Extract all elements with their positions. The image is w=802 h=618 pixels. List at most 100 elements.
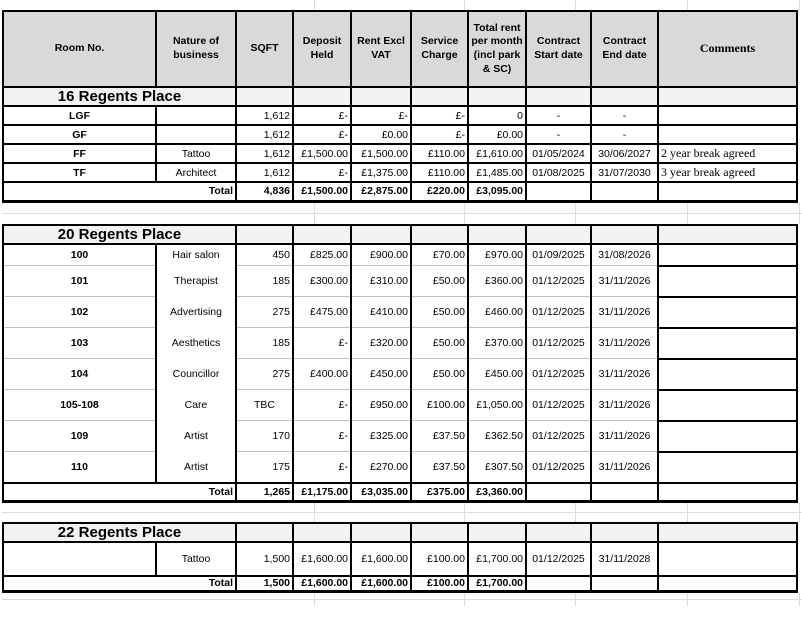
section-title-empty-cell[interactable] xyxy=(292,522,352,543)
section-title-empty-cell[interactable] xyxy=(410,223,469,245)
cell-deposit[interactable]: £- xyxy=(292,162,352,183)
section-title-empty-cell[interactable] xyxy=(590,86,659,107)
cell-deposit[interactable]: £- xyxy=(292,327,352,359)
cell-end[interactable]: - xyxy=(590,124,659,145)
cell-start[interactable]: - xyxy=(525,105,592,126)
total-rent[interactable]: £1,600.00 xyxy=(350,575,412,593)
cell-total[interactable]: £307.50 xyxy=(467,451,527,483)
cell-rent[interactable]: £325.00 xyxy=(350,420,412,452)
cell-sqft[interactable]: 1,612 xyxy=(235,162,294,183)
cell-sqft[interactable]: 1,500 xyxy=(235,541,294,577)
section-title-empty-cell[interactable] xyxy=(657,223,798,245)
cell-total[interactable]: £362.50 xyxy=(467,420,527,452)
cell-deposit[interactable]: £1,600.00 xyxy=(292,541,352,577)
column-header-end[interactable]: Contract End date xyxy=(590,10,659,88)
section-title[interactable]: 16 Regents Place xyxy=(2,86,237,107)
cell-deposit[interactable]: £825.00 xyxy=(292,243,352,266)
cell-room[interactable]: 104 xyxy=(2,358,157,390)
cell-business[interactable]: Care xyxy=(155,389,237,421)
cell-end[interactable]: 31/11/2026 xyxy=(590,327,659,359)
total-deposit[interactable]: £1,175.00 xyxy=(292,481,352,503)
cell-service[interactable]: £- xyxy=(410,124,469,145)
cell-start[interactable]: 01/12/2025 xyxy=(525,420,592,452)
cell-start[interactable]: 01/12/2025 xyxy=(525,451,592,483)
cell-room[interactable]: TF xyxy=(2,162,157,183)
cell-service[interactable]: £50.00 xyxy=(410,327,469,359)
cell-total[interactable]: £360.00 xyxy=(467,265,527,297)
cell-start[interactable]: 01/05/2024 xyxy=(525,143,592,164)
cell-start[interactable]: - xyxy=(525,124,592,145)
cell-room[interactable]: 102 xyxy=(2,296,157,328)
cell-deposit[interactable]: £- xyxy=(292,389,352,421)
cell-room[interactable]: 100 xyxy=(2,243,157,266)
cell-total[interactable]: £1,485.00 xyxy=(467,162,527,183)
cell-comments[interactable]: 2 year break agreed xyxy=(657,143,798,164)
cell-sqft[interactable]: 1,612 xyxy=(235,124,294,145)
cell-comments[interactable] xyxy=(657,388,798,422)
cell-rent[interactable]: £1,500.00 xyxy=(350,143,412,164)
cell-rent[interactable]: £410.00 xyxy=(350,296,412,328)
cell-total[interactable]: £970.00 xyxy=(467,243,527,266)
total-empty-start[interactable] xyxy=(525,481,592,503)
section-title-empty-cell[interactable] xyxy=(590,223,659,245)
cell-service[interactable]: £50.00 xyxy=(410,265,469,297)
cell-sqft[interactable]: 185 xyxy=(235,327,294,359)
cell-rent[interactable]: £270.00 xyxy=(350,451,412,483)
section-title-empty-cell[interactable] xyxy=(350,522,412,543)
total-sqft[interactable]: 1,265 xyxy=(235,481,294,503)
cell-start[interactable]: 01/12/2025 xyxy=(525,389,592,421)
cell-rent[interactable]: £- xyxy=(350,105,412,126)
column-header-sqft[interactable]: SQFT xyxy=(235,10,294,88)
cell-business[interactable] xyxy=(155,124,237,145)
cell-total[interactable]: £370.00 xyxy=(467,327,527,359)
section-title-empty-cell[interactable] xyxy=(235,522,294,543)
column-header-business[interactable]: Nature of business xyxy=(155,10,237,88)
cell-comments[interactable] xyxy=(657,326,798,360)
cell-service[interactable]: £37.50 xyxy=(410,451,469,483)
total-empty-start[interactable] xyxy=(525,181,592,203)
section-title[interactable]: 22 Regents Place xyxy=(2,522,237,543)
cell-sqft[interactable]: 450 xyxy=(235,243,294,266)
cell-end[interactable]: 31/11/2026 xyxy=(590,296,659,328)
cell-service[interactable]: £70.00 xyxy=(410,243,469,266)
cell-sqft[interactable]: 185 xyxy=(235,265,294,297)
cell-total[interactable]: £460.00 xyxy=(467,296,527,328)
cell-end[interactable]: 30/06/2027 xyxy=(590,143,659,164)
cell-rent[interactable]: £0.00 xyxy=(350,124,412,145)
cell-business[interactable]: Artist xyxy=(155,451,237,483)
cell-end[interactable]: 31/11/2026 xyxy=(590,420,659,452)
cell-service[interactable]: £37.50 xyxy=(410,420,469,452)
cell-end[interactable]: 31/11/2026 xyxy=(590,265,659,297)
cell-start[interactable]: 01/12/2025 xyxy=(525,327,592,359)
total-deposit[interactable]: £1,500.00 xyxy=(292,181,352,203)
cell-sqft[interactable]: 275 xyxy=(235,358,294,390)
total-empty-comments[interactable] xyxy=(657,575,798,593)
cell-business[interactable]: Tattoo xyxy=(155,143,237,164)
section-title-empty-cell[interactable] xyxy=(410,86,469,107)
total-label[interactable]: Total xyxy=(2,575,237,593)
cell-sqft[interactable]: 1,612 xyxy=(235,105,294,126)
cell-room[interactable]: 101 xyxy=(2,265,157,297)
section-title-empty-cell[interactable] xyxy=(525,86,592,107)
total-empty-comments[interactable] xyxy=(657,481,798,503)
cell-rent[interactable]: £450.00 xyxy=(350,358,412,390)
cell-comments[interactable] xyxy=(657,419,798,453)
total-empty-comments[interactable] xyxy=(657,181,798,203)
column-header-room[interactable]: Room No. xyxy=(2,10,157,88)
section-title-empty-cell[interactable] xyxy=(350,86,412,107)
section-title-empty-cell[interactable] xyxy=(292,223,352,245)
section-title-empty-cell[interactable] xyxy=(657,86,798,107)
column-header-comments[interactable]: Comments xyxy=(657,10,798,88)
cell-comments[interactable] xyxy=(657,264,798,298)
cell-business[interactable]: Councillor xyxy=(155,358,237,390)
total-label[interactable]: Total xyxy=(2,481,237,503)
cell-total[interactable]: £1,610.00 xyxy=(467,143,527,164)
section-title-empty-cell[interactable] xyxy=(590,522,659,543)
cell-comments[interactable] xyxy=(657,357,798,391)
column-header-rent[interactable]: Rent Excl VAT xyxy=(350,10,412,88)
cell-end[interactable]: - xyxy=(590,105,659,126)
cell-business[interactable]: Therapist xyxy=(155,265,237,297)
cell-comments[interactable]: 3 year break agreed xyxy=(657,162,798,183)
cell-deposit[interactable]: £- xyxy=(292,451,352,483)
cell-comments[interactable] xyxy=(657,124,798,145)
